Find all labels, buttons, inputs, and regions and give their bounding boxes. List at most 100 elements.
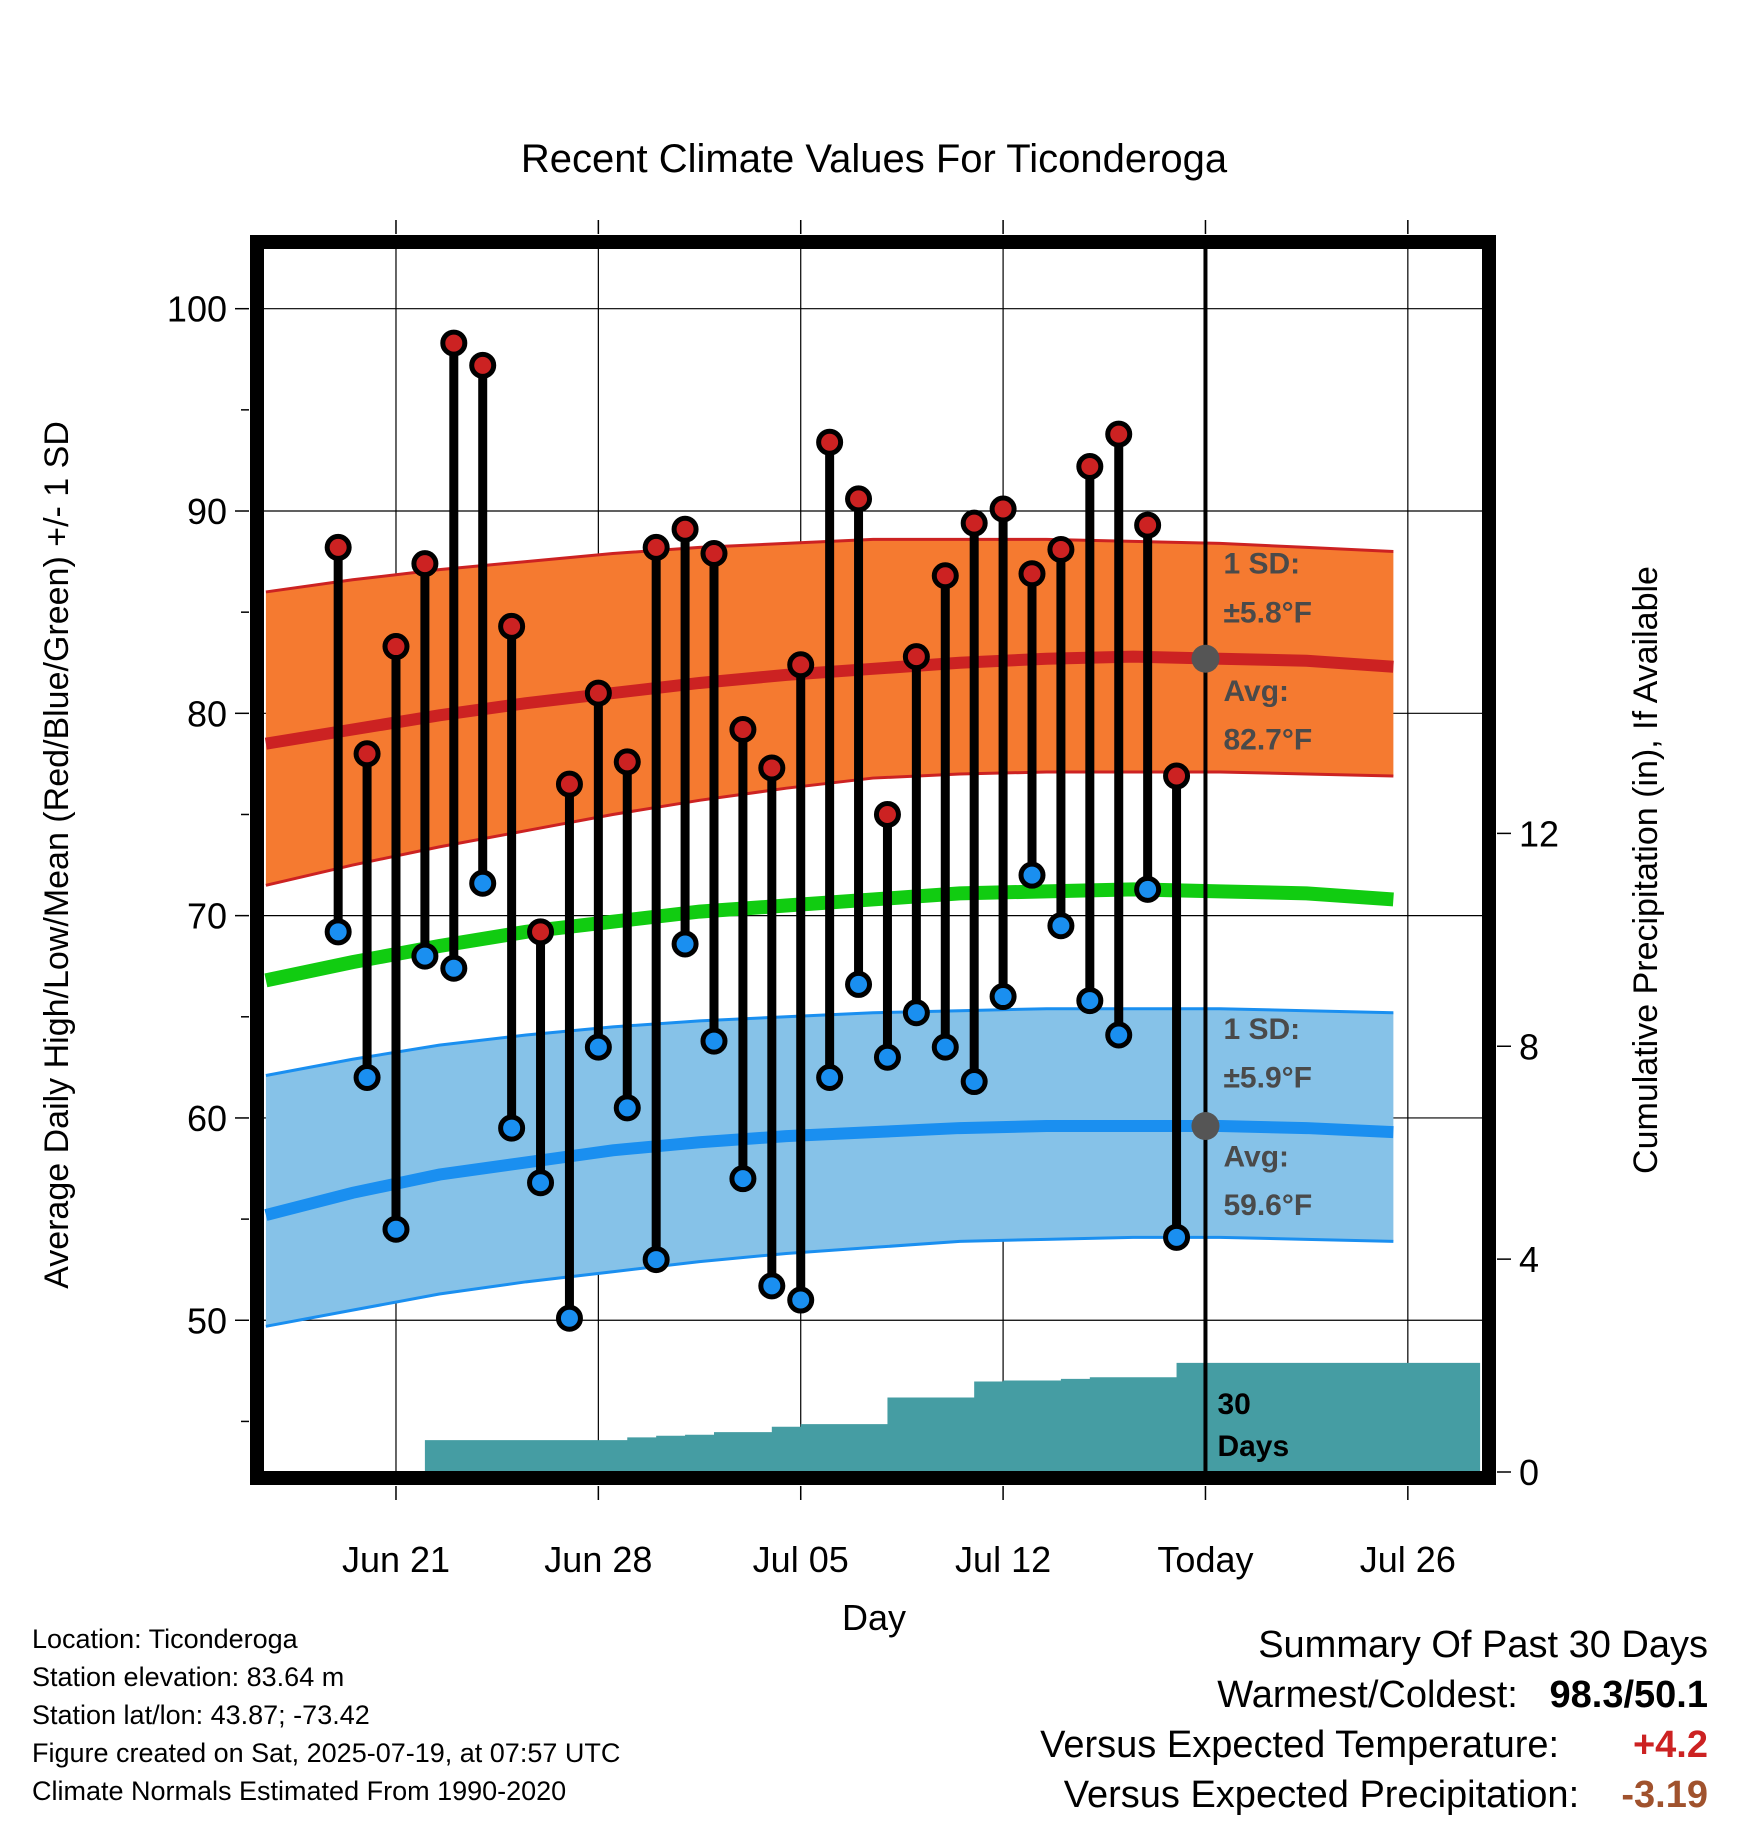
daily-low-point (700, 1027, 728, 1055)
daily-low-point (613, 1094, 641, 1122)
x-tick-label: Today (1157, 1539, 1253, 1580)
precip-value: -3.19 (1621, 1774, 1708, 1816)
high-sd-label: 1 SD: (1223, 548, 1300, 581)
daily-low-point (353, 1063, 381, 1091)
created-text: Figure created on Sat, 2025-07-19, at 07… (32, 1738, 621, 1768)
x-axis-label: Day (842, 1597, 906, 1638)
x-tick-label: Jul 26 (1360, 1539, 1456, 1580)
days-number: 30 (1217, 1388, 1250, 1421)
daily-high-point (1076, 452, 1104, 480)
daily-high-point (960, 509, 988, 537)
daily-low-point (960, 1068, 988, 1096)
daily-high-point (613, 748, 641, 776)
daily-high-point (787, 651, 815, 679)
daily-high-point (1047, 535, 1075, 563)
daily-high-point (1134, 511, 1162, 539)
x-tick-label: Jun 21 (342, 1539, 450, 1580)
precip-tick-label: 0 (1519, 1452, 1539, 1493)
temp-label: Versus Expected Temperature: (1040, 1724, 1560, 1766)
low-sd-label: 1 SD: (1223, 1013, 1300, 1046)
daily-low-point (469, 869, 497, 897)
daily-low-point (989, 983, 1017, 1011)
y-tick-label: 90 (187, 491, 227, 532)
daily-high-point (700, 539, 728, 567)
low-avg-value: 59.6°F (1223, 1189, 1312, 1222)
daily-high-point (729, 716, 757, 744)
today-high-avg-marker (1191, 644, 1220, 673)
daily-high-point (1163, 762, 1191, 790)
summary-title: Summary Of Past 30 Days (1258, 1624, 1708, 1666)
daily-high-point (584, 679, 612, 707)
x-tick-label: Jul 05 (753, 1539, 849, 1580)
plot-frame (250, 235, 1496, 1485)
daily-low-point (498, 1114, 526, 1142)
temp-row: Versus Expected Temperature: +4.2 (1040, 1720, 1708, 1770)
daily-high-point (989, 495, 1017, 523)
low-sd-band (265, 1008, 1394, 1327)
daily-low-point (931, 1033, 959, 1061)
low-sd-value: ±5.9°F (1223, 1062, 1312, 1095)
daily-low-point (816, 1063, 844, 1091)
daily-low-point (729, 1165, 757, 1193)
temp-value: +4.2 (1632, 1724, 1708, 1766)
daily-low-point (411, 942, 439, 970)
daily-low-point (527, 1169, 555, 1197)
daily-high-point (845, 485, 873, 513)
warm-cold-value: 98.3/50.1 (1549, 1674, 1708, 1716)
daily-low-point (1163, 1223, 1191, 1251)
daily-low-point (324, 918, 352, 946)
y-tick-label: 60 (187, 1098, 227, 1139)
daily-low-point (1076, 987, 1104, 1015)
station-info: Location: Ticonderoga Station elevation:… (32, 1620, 620, 1810)
y-tick-label: 80 (187, 693, 227, 734)
low-avg-label: Avg: (1223, 1141, 1289, 1174)
daily-high-point (411, 550, 439, 578)
latlon-text: Station lat/lon: 43.87; -73.42 (32, 1700, 370, 1730)
daily-high-point (816, 428, 844, 456)
daily-low-point (902, 999, 930, 1027)
daily-low-point (1018, 861, 1046, 889)
daily-high-point (324, 533, 352, 561)
normals-text: Climate Normals Estimated From 1990-2020 (32, 1776, 567, 1806)
daily-low-point (758, 1272, 786, 1300)
daily-high-point (1105, 420, 1133, 448)
daily-low-point (1105, 1021, 1133, 1049)
x-tick-label: Jul 12 (955, 1539, 1051, 1580)
precip-tick-label: 4 (1519, 1239, 1539, 1280)
plot-inner: 1 SD: ±5.8°F Avg: 82.7°F 1 SD: ±5.9°F Avg: 59.6… (263, 248, 1483, 1472)
daily-low-point (382, 1215, 410, 1243)
daily-high-point (382, 633, 410, 661)
daily-high-point (498, 612, 526, 640)
daily-low-point (584, 1033, 612, 1061)
daily-high-point (527, 918, 555, 946)
daily-low-point (440, 954, 468, 982)
today-low-avg-marker (1191, 1112, 1220, 1141)
precip-label: Versus Expected Precipitation: (1063, 1774, 1580, 1816)
daily-high-point (469, 351, 497, 379)
warm-cold-label: Warmest/Coldest: (1217, 1674, 1518, 1716)
precip-tick-label: 8 (1519, 1026, 1539, 1067)
plot-area: 1 SD: ±5.8°F Avg: 82.7°F 1 SD: ±5.9°F Avg: 59.6… (167, 220, 1559, 1580)
summary-panel: Summary Of Past 30 Days Warmest/Coldest:… (1040, 1620, 1708, 1820)
daily-high-point (931, 562, 959, 590)
daily-high-point (873, 800, 901, 828)
daily-low-point (1047, 912, 1075, 940)
daily-low-point (642, 1246, 670, 1274)
precip-row: Versus Expected Precipitation: -3.19 (1040, 1770, 1708, 1820)
daily-high-point (440, 329, 468, 357)
elevation-text: Station elevation: 83.64 m (32, 1662, 345, 1692)
high-sd-value: ±5.8°F (1223, 596, 1312, 629)
daily-low-point (787, 1286, 815, 1314)
y-tick-label: 70 (187, 896, 227, 937)
y-tick-label: 100 (167, 289, 227, 330)
precip-tick-label: 12 (1519, 813, 1559, 854)
location-text: Location: Ticonderoga (32, 1624, 298, 1654)
high-avg-value: 82.7°F (1223, 724, 1312, 757)
daily-high-point (1018, 560, 1046, 588)
daily-low-point (671, 930, 699, 958)
daily-high-point (353, 740, 381, 768)
left-axis-label: Average Daily High/Low/Mean (Red/Blue/Gr… (38, 421, 76, 1289)
daily-high-point (758, 754, 786, 782)
warm-cold-row: Warmest/Coldest: 98.3/50.1 (1040, 1670, 1708, 1720)
